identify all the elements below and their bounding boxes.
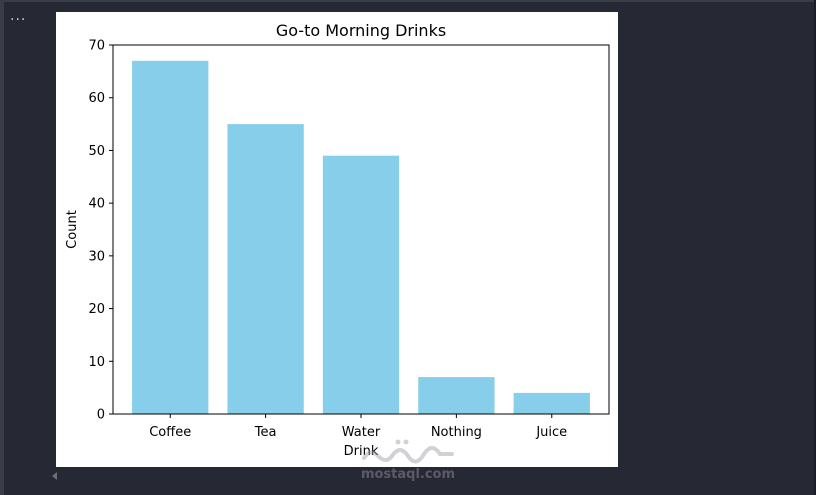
bar-juice [513,392,590,414]
y-tick-label: 70 [88,39,105,54]
y-tick-label: 50 [88,144,105,159]
bar-nothing [418,377,495,414]
y-tick-label: 30 [88,249,105,264]
y-tick-label: 60 [88,91,105,106]
watermark-logo [362,439,454,464]
y-tick-label: 40 [88,197,105,212]
output-figure: Go-to Morning Drinks 0 10 20 30 40 50 60 70 Cof… [56,12,618,467]
x-tick-label: Tea [254,425,277,440]
bar-water [322,155,400,414]
x-axis: Coffee Tea Water Nothing Juice [149,414,567,440]
y-tick-label: 10 [88,355,105,370]
y-tick-label: 0 [97,408,105,423]
x-tick-label: Water [342,425,381,440]
bars-group [132,60,590,415]
left-rail [0,0,4,495]
y-axis: 0 10 20 30 40 50 60 70 [88,39,113,423]
y-tick-label: 20 [88,302,105,317]
y-axis-label: Count [65,210,80,249]
top-divider [4,0,816,2]
bar-coffee [132,60,209,415]
x-tick-label: Juice [535,425,567,440]
x-axis-label: Drink [344,444,379,459]
bar-tea [227,124,304,415]
watermark-text: mostaql.com [360,467,456,482]
x-tick-label: Nothing [431,425,482,440]
right-divider [814,0,816,495]
watermark: mostaql.com [356,436,460,486]
chart-title: Go-to Morning Drinks [276,21,446,40]
bar-chart: Go-to Morning Drinks 0 10 20 30 40 50 60 70 Cof… [65,21,610,459]
cell-more-actions-button[interactable]: ... [10,8,27,24]
scroll-left-arrow[interactable] [52,472,57,480]
x-tick-label: Coffee [149,425,191,440]
horizontal-scrollbar[interactable] [60,468,616,484]
